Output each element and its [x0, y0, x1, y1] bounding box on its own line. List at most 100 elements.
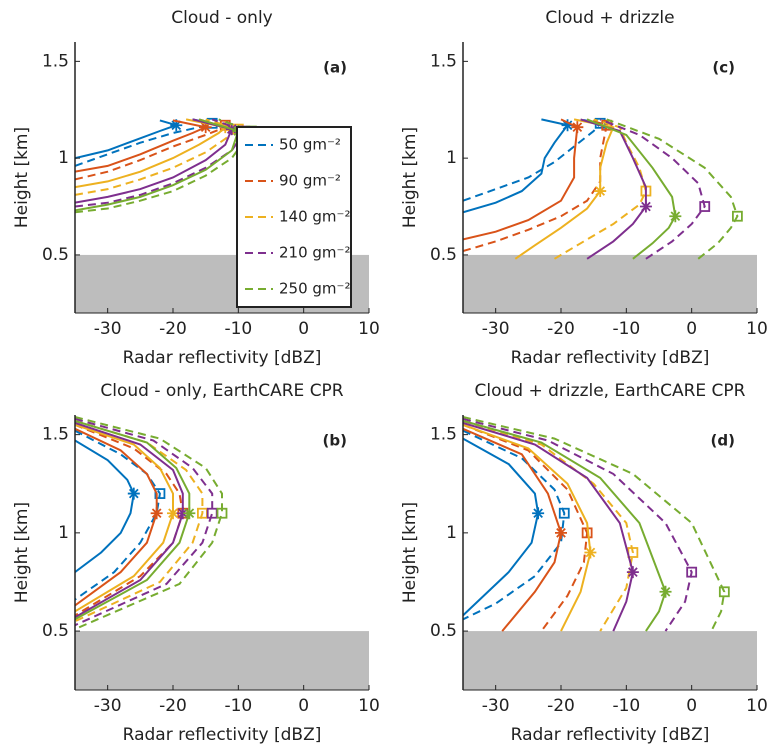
legend-label: 50 gm⁻² [279, 136, 341, 154]
line [463, 416, 726, 632]
chart-title: Cloud + drizzle [545, 8, 674, 28]
line [75, 439, 135, 573]
ground-shade [463, 631, 757, 690]
marker-asterisk [561, 119, 574, 132]
line [463, 419, 667, 632]
x-tick-label: 0 [298, 319, 309, 339]
x-tick-label: -10 [612, 696, 640, 716]
y-tick-label: 0.5 [42, 245, 69, 265]
line [463, 429, 566, 621]
marker-square [686, 566, 698, 578]
marker-asterisk [639, 200, 652, 213]
ground-shade [75, 631, 369, 690]
x-tick-label: 0 [298, 696, 309, 716]
line [580, 118, 647, 260]
x-tick-label: -30 [482, 696, 510, 716]
y-axis-label: Height [km] [400, 127, 420, 228]
line [75, 427, 158, 607]
plot-area [463, 416, 757, 690]
line [463, 118, 603, 202]
line [606, 118, 739, 260]
marker-square [732, 210, 743, 222]
line [463, 118, 570, 214]
x-tick-label: 0 [686, 319, 697, 339]
plot-area [75, 416, 369, 690]
legend-label: 140 gm⁻² [279, 208, 350, 226]
marker-asterisk [183, 507, 196, 520]
y-tick-label: 0.5 [430, 621, 457, 641]
marker-asterisk [594, 185, 607, 198]
marker-asterisk [176, 507, 189, 520]
y-tick-label: 0.5 [42, 621, 69, 641]
line [553, 118, 647, 260]
y-tick-label: 1.5 [430, 51, 457, 71]
marker-square [216, 507, 228, 519]
line [75, 118, 234, 204]
panel-label: (b) [323, 432, 347, 450]
line [75, 119, 209, 173]
x-tick-label: -20 [159, 319, 187, 339]
marker-square [718, 586, 730, 598]
y-tick-label: 1 [58, 523, 69, 543]
marker-asterisk [659, 585, 672, 598]
x-tick-label: -10 [224, 319, 252, 339]
x-tick-label: -30 [482, 319, 510, 339]
marker-asterisk [199, 121, 212, 134]
x-tick-label: -20 [547, 696, 575, 716]
line [463, 118, 608, 253]
marker-asterisk [127, 487, 140, 500]
marker-square [558, 507, 570, 519]
marker-asterisk [626, 566, 639, 579]
marker-asterisk [150, 507, 163, 520]
line [75, 419, 191, 621]
marker-asterisk [555, 526, 567, 539]
x-tick-label: -30 [94, 319, 122, 339]
y-tick-label: 1 [446, 523, 457, 543]
legend-label: 90 gm⁻² [279, 172, 341, 190]
line [463, 423, 592, 632]
y-tick-label: 1.5 [42, 425, 69, 445]
ground-shade [463, 254, 757, 313]
plot-area [463, 117, 757, 313]
y-axis-label: Height [km] [12, 502, 32, 603]
x-tick-label: -10 [612, 319, 640, 339]
line [75, 429, 161, 601]
line [75, 417, 214, 627]
line [75, 423, 174, 613]
line [599, 118, 706, 260]
chart-title: Cloud + drizzle, EarthCARE CPR [475, 381, 746, 401]
x-axis-label: Radar reflectivity [dBZ] [511, 725, 710, 745]
y-tick-label: 1.5 [42, 51, 69, 71]
legend-label: 210 gm⁻² [279, 244, 350, 262]
chart-title: Cloud - only, EarthCARE CPR [100, 381, 343, 401]
panel-label: (a) [323, 59, 347, 77]
y-tick-label: 1 [446, 148, 457, 168]
line [463, 118, 579, 241]
x-tick-label: 10 [746, 319, 768, 339]
legend-label: 250 gm⁻² [279, 280, 350, 298]
marker-asterisk [167, 507, 179, 520]
x-axis-label: Radar reflectivity [dBZ] [123, 348, 322, 368]
panel-label: (d) [711, 432, 735, 450]
line [463, 437, 540, 617]
y-axis-label: Height [km] [400, 502, 420, 603]
chart-title: Cloud - only [171, 8, 272, 28]
y-axis-label: Height [km] [12, 127, 32, 228]
panel-label: (c) [712, 59, 735, 77]
marker-square [699, 201, 711, 212]
line [463, 419, 634, 632]
marker-square [154, 488, 166, 499]
y-tick-label: 0.5 [430, 245, 457, 265]
marker-asterisk [584, 546, 597, 559]
x-axis-label: Radar reflectivity [dBZ] [123, 725, 322, 745]
line [586, 118, 677, 260]
y-tick-label: 1.5 [430, 425, 457, 445]
marker-asterisk [170, 119, 183, 132]
line [75, 421, 184, 619]
line [75, 416, 223, 631]
x-tick-label: 10 [358, 696, 380, 716]
line [463, 423, 589, 632]
x-tick-label: 10 [358, 319, 380, 339]
x-tick-label: -30 [94, 696, 122, 716]
